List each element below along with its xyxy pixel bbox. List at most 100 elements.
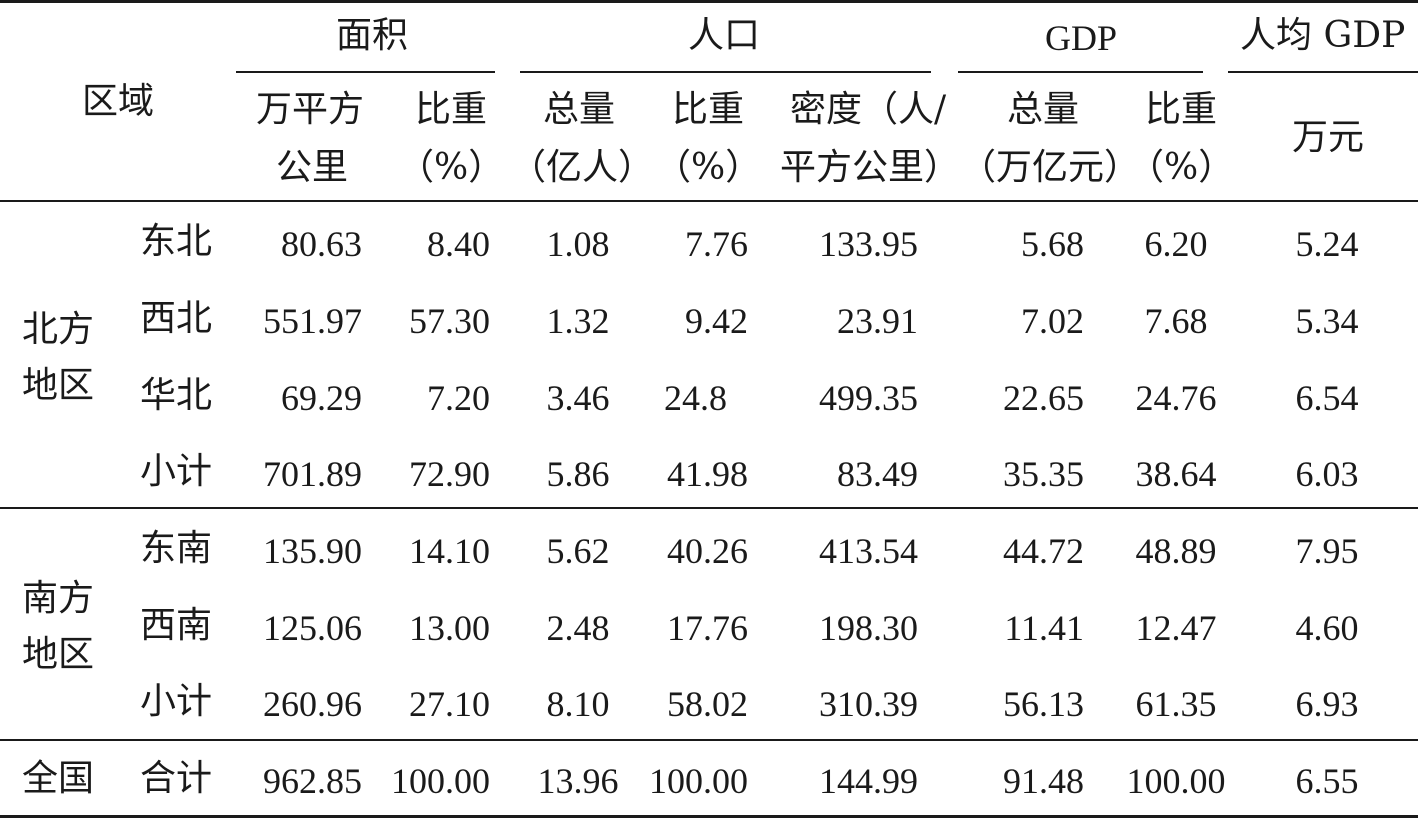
pop-share-header-line1: 比重 — [672, 89, 745, 130]
nation-group-label: 全国 — [22, 758, 95, 799]
population-group-header: 人口 — [688, 15, 761, 56]
table-cell-density: 83.49 — [837, 454, 918, 494]
gdp-group-header: GDP — [1045, 18, 1118, 58]
table-cell-region: 西北 — [140, 298, 213, 339]
population-group-rule — [520, 71, 931, 73]
table-cell-gdp-share: 7.68 — [1144, 301, 1208, 341]
south-group-label-line2: 地区 — [22, 634, 95, 675]
table-cell-pop: 1.32 — [546, 301, 610, 341]
table-cell-region: 合计 — [140, 758, 213, 799]
table-cell-gdp-share: 24.76 — [1135, 378, 1217, 418]
table-cell-area-share: 100.00 — [391, 761, 490, 801]
table-cell-region: 华北 — [140, 375, 213, 416]
gdp-total-header-line1: 总量 — [1007, 89, 1080, 130]
table-cell-pop: 13.96 — [537, 761, 619, 801]
table-cell-gdp-pc: 5.24 — [1295, 224, 1359, 264]
pop-total-header-line2: （亿人） — [510, 147, 655, 188]
table-cell-gdp: 44.72 — [1003, 531, 1084, 571]
table-cell-area: 125.06 — [263, 608, 362, 648]
table-cell-area: 701.89 — [263, 454, 362, 494]
area-share-header-line2: （%） — [398, 147, 505, 188]
table-cell-gdp: 7.02 — [1021, 301, 1084, 341]
table-cell-region: 小计 — [140, 451, 213, 492]
region-header: 区域 — [82, 81, 155, 122]
table-cell-pop-share: 100.00 — [649, 761, 748, 801]
table-cell-gdp-pc: 6.54 — [1295, 378, 1359, 418]
table-cell-gdp-share: 48.89 — [1135, 531, 1217, 571]
table-cell-gdp-pc: 6.93 — [1295, 684, 1359, 724]
gdp-group-rule — [958, 71, 1203, 73]
table-cell-pop-share: 40.26 — [667, 531, 748, 571]
table-cell-density: 413.54 — [819, 531, 918, 571]
table-cell-density: 499.35 — [819, 378, 918, 418]
table-cell-area: 551.97 — [263, 301, 362, 341]
table-cell-region: 东北 — [140, 221, 213, 262]
area-total-header-line2: 公里 — [276, 147, 349, 188]
table-cell-area-share: 14.10 — [409, 531, 490, 571]
pop-density-header-line1: 密度（人/ — [790, 89, 947, 130]
table-cell-pop: 1.08 — [546, 224, 610, 264]
south-section-rule — [0, 739, 1418, 741]
table-cell-pop: 5.86 — [546, 454, 610, 494]
table-cell-density: 198.30 — [819, 608, 918, 648]
north-group-label-line1: 北方 — [22, 309, 95, 350]
table-cell-pop-share: 58.02 — [667, 684, 748, 724]
table-cell-pop-share: 9.42 — [685, 301, 748, 341]
table-cell-gdp-pc: 4.60 — [1295, 608, 1359, 648]
table-cell-gdp-share: 6.20 — [1144, 224, 1208, 264]
table-cell-gdp: 56.13 — [1003, 684, 1084, 724]
table-cell-pop: 3.46 — [546, 378, 610, 418]
gdp-per-capita-group-rule — [1228, 71, 1418, 73]
table-cell-pop: 5.62 — [546, 531, 610, 571]
gdp-per-capita-group-header: 人均 GDP — [1240, 15, 1406, 56]
table-cell-gdp: 91.48 — [1003, 761, 1084, 801]
table-cell-pop-share: 24.8 — [664, 378, 727, 418]
gdp-total-header-line2: （万亿元） — [960, 147, 1141, 188]
table-cell-density: 23.91 — [837, 301, 918, 341]
pop-total-header-line1: 总量 — [543, 89, 616, 130]
table-cell-density: 133.95 — [819, 224, 918, 264]
area-group-rule — [236, 71, 495, 73]
top-rule — [0, 0, 1418, 3]
table-cell-area: 135.90 — [263, 531, 362, 571]
table-cell-density: 310.39 — [819, 684, 918, 724]
table-cell-area: 962.85 — [263, 761, 362, 801]
north-group-label-line2: 地区 — [22, 365, 95, 406]
south-group-label-line1: 南方 — [22, 578, 95, 619]
table-cell-gdp: 22.65 — [1003, 378, 1084, 418]
table-cell-gdp-pc: 6.55 — [1295, 761, 1359, 801]
area-total-header-line1: 万平方 — [256, 89, 365, 130]
gdp-per-capita-unit-header: 万元 — [1292, 117, 1365, 158]
table-cell-gdp: 35.35 — [1003, 454, 1084, 494]
table-cell-gdp-share: 38.64 — [1135, 454, 1217, 494]
table-cell-gdp-pc: 7.95 — [1295, 531, 1359, 571]
pop-density-header-line2: 平方公里） — [780, 147, 961, 188]
table-cell-region: 西南 — [140, 605, 213, 646]
table-cell-area: 260.96 — [263, 684, 362, 724]
table-cell-gdp-share: 61.35 — [1135, 684, 1217, 724]
table-cell-area-share: 8.40 — [427, 224, 490, 264]
table-cell-pop-share: 41.98 — [667, 454, 748, 494]
table-cell-gdp-share: 100.00 — [1126, 761, 1226, 801]
table-cell-area-share: 13.00 — [409, 608, 490, 648]
table-cell-pop: 2.48 — [546, 608, 610, 648]
table-cell-gdp-pc: 5.34 — [1295, 301, 1359, 341]
table-cell-area: 69.29 — [281, 378, 362, 418]
table-cell-area-share: 57.30 — [409, 301, 490, 341]
pop-share-header-line2: （%） — [655, 147, 762, 188]
header-rule — [0, 200, 1418, 202]
table-cell-gdp: 11.41 — [1004, 608, 1084, 648]
north-section-rule — [0, 507, 1418, 509]
table-cell-region: 小计 — [140, 681, 213, 722]
table-cell-density: 144.99 — [819, 761, 918, 801]
table-cell-pop: 8.10 — [546, 684, 610, 724]
table-cell-pop-share: 17.76 — [667, 608, 748, 648]
bottom-rule — [0, 815, 1418, 818]
table-cell-gdp: 5.68 — [1021, 224, 1084, 264]
table-cell-gdp-pc: 6.03 — [1295, 454, 1359, 494]
table-cell-gdp-share: 12.47 — [1135, 608, 1217, 648]
gdp-share-header-line2: （%） — [1128, 147, 1235, 188]
table-cell-area-share: 27.10 — [409, 684, 490, 724]
area-group-header: 面积 — [336, 15, 409, 56]
